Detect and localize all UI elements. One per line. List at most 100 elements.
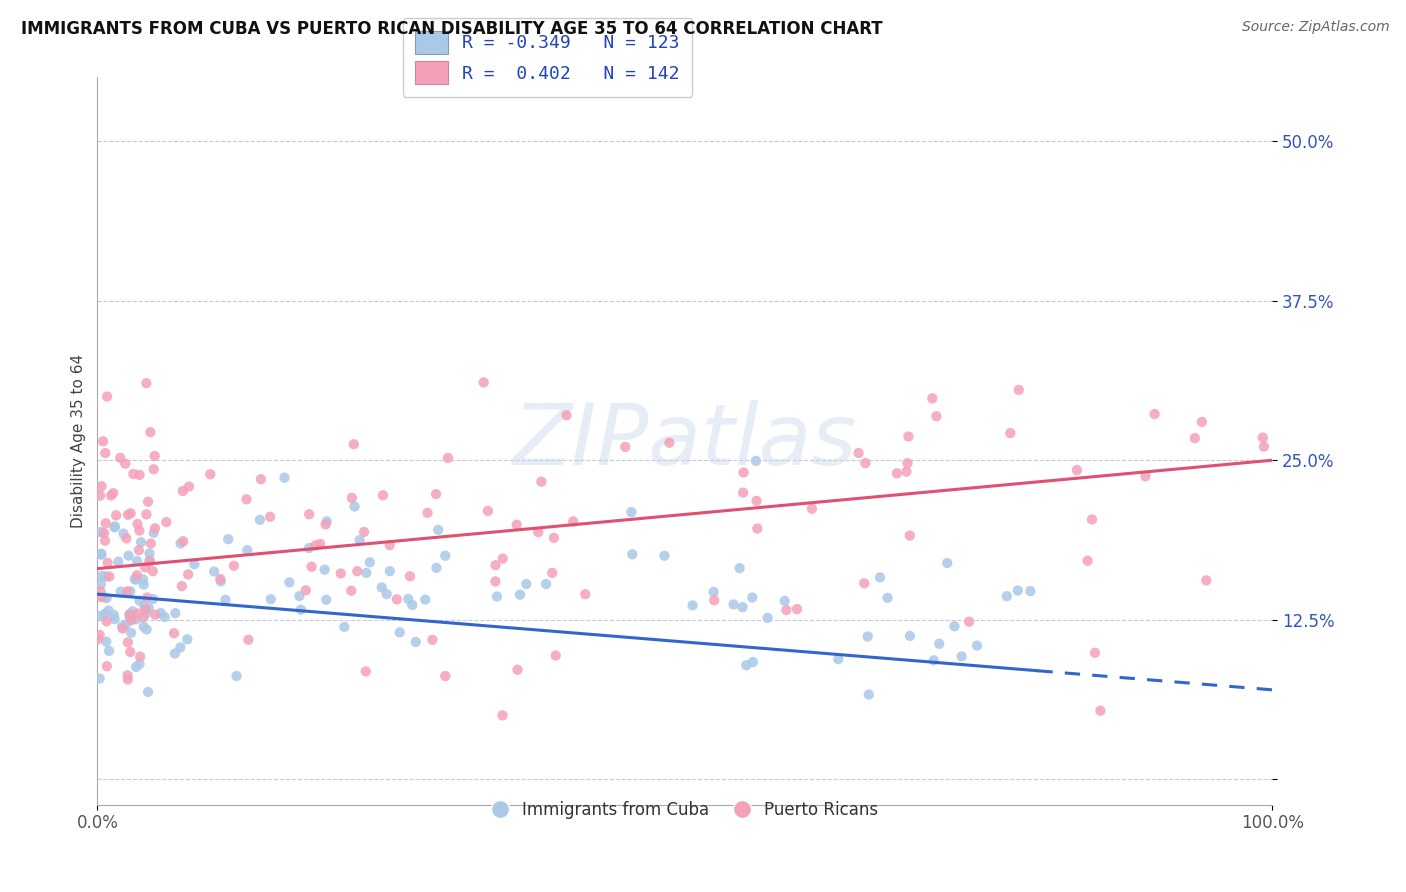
Point — [129, 649, 152, 664]
Point — [682, 599, 704, 613]
Point — [425, 561, 447, 575]
Point — [202, 565, 225, 579]
Point — [340, 491, 363, 505]
Point — [1251, 431, 1274, 445]
Point — [856, 630, 879, 644]
Point — [329, 566, 352, 581]
Point — [1253, 440, 1275, 454]
Point — [94, 569, 117, 583]
Point — [897, 429, 920, 443]
Point — [733, 485, 755, 500]
Point — [827, 652, 849, 666]
Point — [876, 591, 898, 605]
Point — [543, 531, 565, 545]
Point — [509, 588, 531, 602]
Point — [183, 558, 205, 572]
Point — [136, 494, 159, 508]
Point — [1000, 426, 1022, 441]
Point — [723, 598, 745, 612]
Point — [94, 446, 117, 460]
Point — [91, 434, 114, 449]
Point — [343, 437, 366, 451]
Point — [855, 456, 877, 470]
Legend: Immigrants from Cuba, Puerto Ricans: Immigrants from Cuba, Puerto Ricans — [485, 794, 884, 825]
Point — [163, 626, 186, 640]
Point — [89, 609, 111, 624]
Point — [222, 558, 245, 573]
Point — [118, 607, 141, 622]
Point — [117, 668, 139, 682]
Point — [654, 549, 676, 563]
Point — [97, 556, 120, 570]
Point — [163, 647, 186, 661]
Point — [278, 575, 301, 590]
Point — [620, 505, 643, 519]
Point — [288, 589, 311, 603]
Point — [136, 685, 159, 699]
Point — [214, 592, 236, 607]
Point — [124, 572, 146, 586]
Point — [340, 583, 363, 598]
Point — [139, 425, 162, 440]
Point — [125, 573, 148, 587]
Point — [786, 602, 808, 616]
Point — [728, 561, 751, 575]
Point — [89, 628, 111, 642]
Point — [966, 639, 988, 653]
Point — [134, 560, 156, 574]
Point — [735, 658, 758, 673]
Point — [562, 515, 585, 529]
Point — [120, 625, 142, 640]
Point — [90, 591, 112, 605]
Point — [309, 537, 332, 551]
Point — [143, 607, 166, 622]
Point — [128, 524, 150, 538]
Point — [1195, 574, 1218, 588]
Point — [315, 592, 337, 607]
Point — [90, 479, 112, 493]
Point — [139, 554, 162, 568]
Point — [172, 483, 194, 498]
Point — [925, 409, 948, 424]
Point — [896, 465, 918, 479]
Point — [614, 440, 637, 454]
Point — [169, 640, 191, 655]
Point — [91, 569, 114, 583]
Point — [90, 547, 112, 561]
Point — [138, 553, 160, 567]
Point — [105, 508, 128, 523]
Point — [745, 493, 768, 508]
Point — [399, 569, 422, 583]
Point — [118, 607, 141, 622]
Point — [1019, 584, 1042, 599]
Point — [125, 612, 148, 626]
Point — [898, 528, 921, 542]
Point — [96, 591, 118, 606]
Point — [103, 486, 125, 500]
Point — [1008, 383, 1031, 397]
Point — [1135, 469, 1157, 483]
Point — [741, 591, 763, 605]
Point — [1090, 704, 1112, 718]
Point — [98, 644, 121, 658]
Point — [142, 564, 165, 578]
Point — [143, 521, 166, 535]
Point — [349, 533, 371, 547]
Point — [745, 454, 768, 468]
Point — [405, 635, 427, 649]
Point — [238, 632, 260, 647]
Point — [413, 592, 436, 607]
Point — [93, 590, 115, 604]
Point — [225, 669, 247, 683]
Point — [170, 579, 193, 593]
Point — [544, 648, 567, 663]
Point — [427, 523, 450, 537]
Point — [943, 619, 966, 633]
Point — [104, 520, 127, 534]
Point — [94, 516, 117, 531]
Point — [378, 564, 401, 578]
Point — [114, 457, 136, 471]
Point — [96, 634, 118, 648]
Point — [298, 508, 321, 522]
Point — [703, 585, 725, 599]
